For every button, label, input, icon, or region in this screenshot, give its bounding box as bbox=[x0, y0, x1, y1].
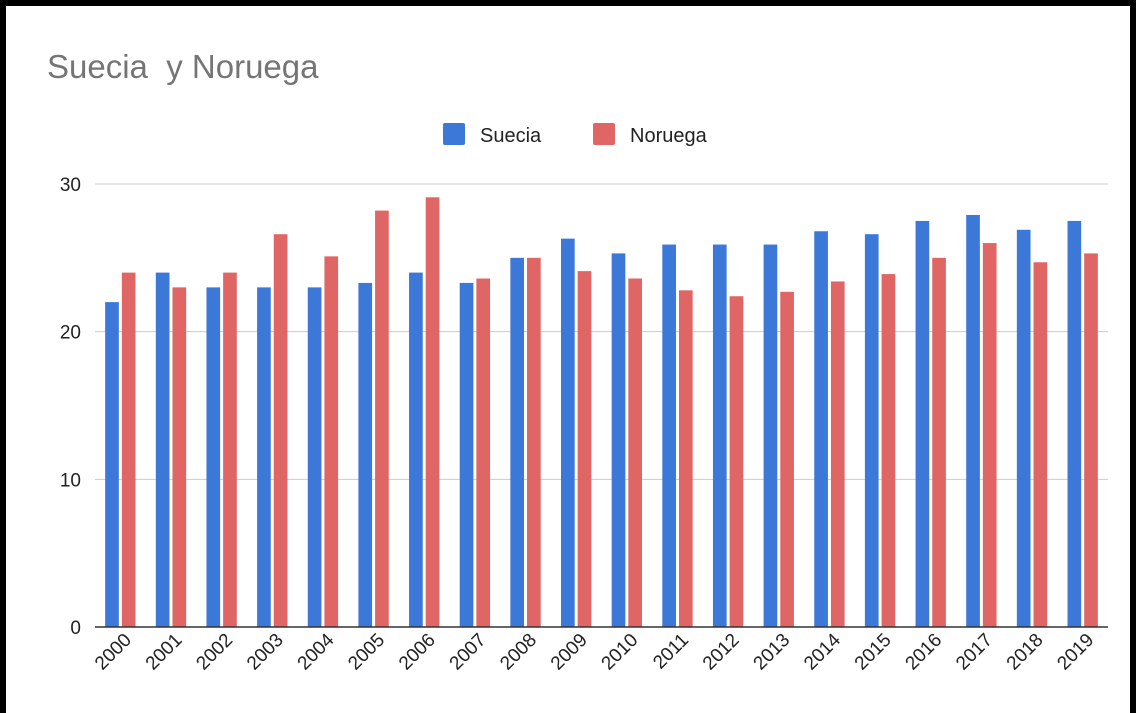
bar bbox=[375, 210, 389, 627]
bar bbox=[1067, 220, 1082, 627]
y-tick-label: 0 bbox=[70, 618, 81, 639]
legend-swatch bbox=[593, 123, 615, 145]
bar bbox=[1033, 262, 1048, 627]
bar bbox=[409, 272, 423, 627]
bar bbox=[121, 272, 136, 627]
bar bbox=[577, 271, 592, 627]
bar bbox=[1016, 229, 1031, 627]
bar bbox=[510, 257, 525, 627]
bar bbox=[273, 234, 288, 627]
bar bbox=[257, 287, 271, 627]
bar bbox=[223, 272, 237, 627]
bar bbox=[678, 290, 693, 627]
bar bbox=[172, 287, 187, 627]
chart-title: Suecia y Noruega bbox=[47, 48, 319, 85]
bar bbox=[662, 244, 676, 627]
bar bbox=[763, 244, 778, 627]
bar bbox=[881, 274, 896, 627]
bar bbox=[105, 302, 119, 627]
bar bbox=[425, 197, 440, 628]
bar bbox=[307, 287, 322, 627]
y-tick-label: 30 bbox=[60, 175, 81, 196]
y-tick-label: 10 bbox=[60, 470, 81, 491]
bar bbox=[966, 215, 980, 627]
legend-swatch bbox=[443, 123, 465, 145]
bar bbox=[982, 243, 997, 628]
bar bbox=[476, 278, 491, 627]
legend-label: Suecia bbox=[480, 125, 542, 147]
legend-label: Noruega bbox=[630, 125, 708, 147]
bar bbox=[915, 220, 930, 627]
bar bbox=[155, 272, 170, 627]
bar bbox=[932, 257, 946, 627]
bar bbox=[611, 253, 626, 628]
bar bbox=[712, 244, 727, 627]
bar bbox=[729, 296, 744, 627]
y-tick-label: 20 bbox=[60, 323, 81, 344]
bar bbox=[560, 238, 575, 628]
bar bbox=[527, 257, 541, 627]
bar bbox=[830, 281, 845, 627]
bar bbox=[864, 234, 879, 627]
bar bbox=[1084, 253, 1098, 628]
bar bbox=[780, 291, 794, 627]
bar bbox=[206, 287, 221, 627]
bar bbox=[459, 282, 474, 627]
bar bbox=[628, 278, 643, 627]
bar bbox=[358, 282, 373, 627]
bar bbox=[814, 231, 828, 627]
bar bbox=[324, 256, 339, 627]
